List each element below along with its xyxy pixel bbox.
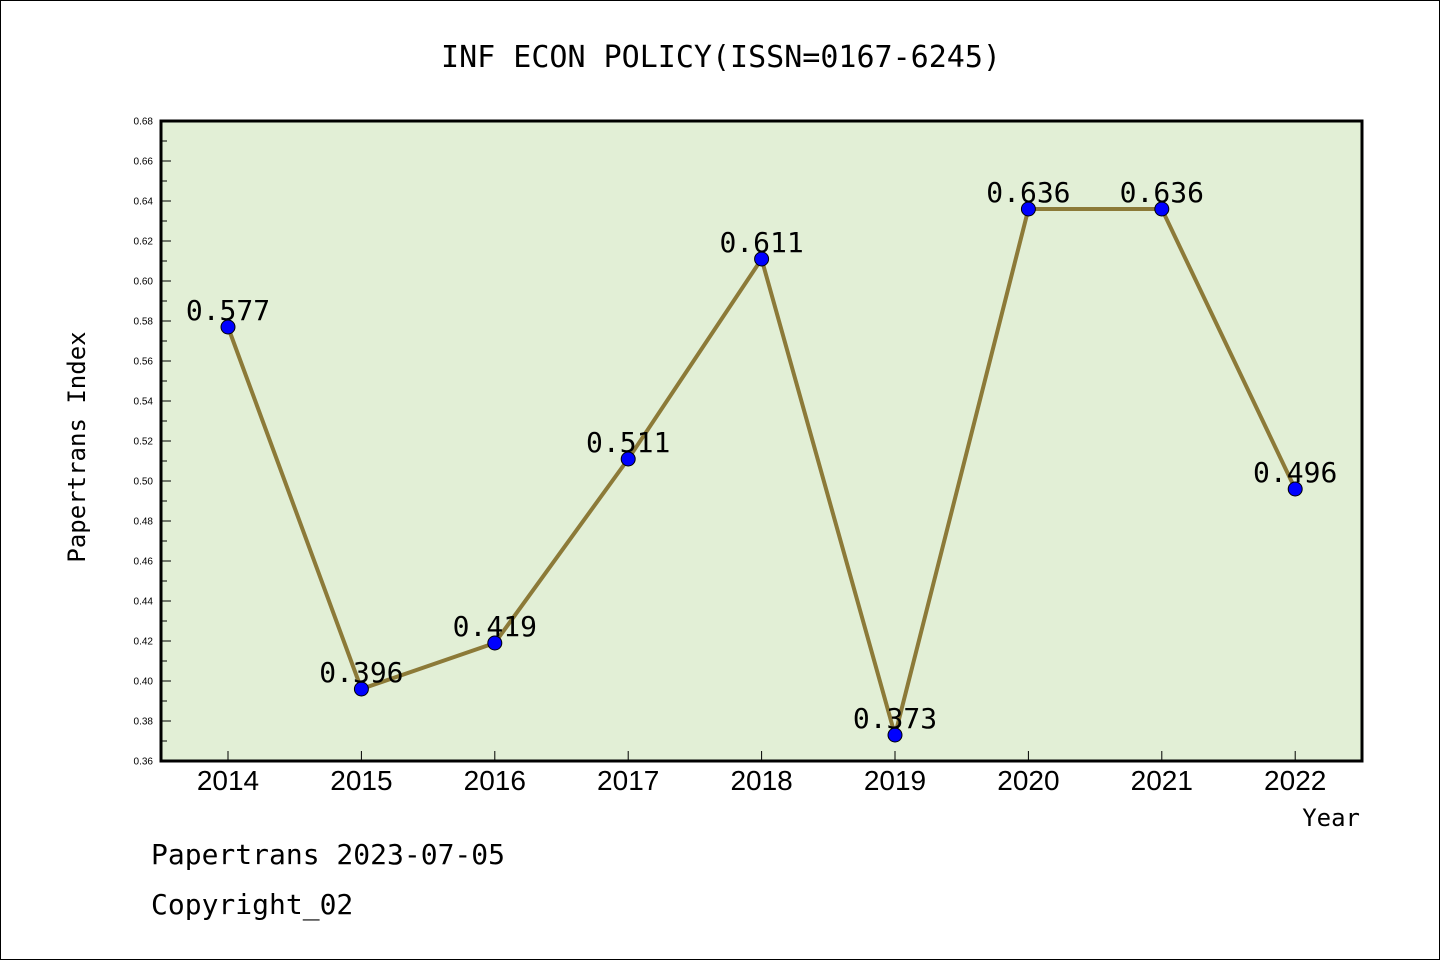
x-axis-title: Year (1302, 804, 1360, 832)
y-tick-label: 0.36 (134, 757, 154, 768)
y-tick-label: 0.54 (134, 397, 154, 408)
data-label: 0.419 (453, 610, 537, 643)
x-tick-label: 2017 (597, 765, 659, 796)
y-tick-label: 0.52 (134, 437, 154, 448)
data-point (887, 727, 903, 743)
x-tick-label: 2019 (864, 765, 926, 796)
y-tick-label: 0.42 (134, 637, 154, 648)
y-tick-label: 0.46 (134, 557, 154, 568)
y-tick-label: 0.56 (134, 357, 154, 368)
data-label: 0.636 (1120, 176, 1204, 209)
x-tick-label: 2020 (997, 765, 1059, 796)
data-label: 0.636 (986, 176, 1070, 209)
data-label: 0.511 (586, 426, 670, 459)
plot-area (161, 121, 1362, 761)
footer-date: Papertrans 2023-07-05 (151, 838, 505, 871)
footer-copyright: Copyright_02 (151, 888, 353, 922)
x-tick-label: 2015 (330, 765, 392, 796)
x-tick-label: 2021 (1131, 765, 1193, 796)
y-tick-label: 0.62 (134, 237, 154, 248)
y-tick-label: 0.68 (134, 117, 154, 128)
data-series: 0.577 0.396 0.419 0.511 0.611 0.373 0.636 0.636… (186, 176, 1337, 743)
x-tick-label: 2016 (464, 765, 526, 796)
data-point (353, 681, 369, 697)
y-tick-label: 0.48 (134, 517, 154, 528)
x-tick-label: 2018 (730, 765, 792, 796)
y-axis: 0.36 0.38 0.40 0.42 0.44 0.46 0.48 0.50 0.52 0.54… (134, 117, 171, 768)
y-tick-label: 0.44 (134, 597, 154, 608)
y-axis-title: Papertrans Index (63, 331, 91, 562)
y-tick-label: 0.58 (134, 317, 154, 328)
data-point (754, 251, 770, 267)
data-label: 0.373 (853, 702, 937, 735)
y-tick-label: 0.60 (134, 277, 154, 288)
data-label: 0.577 (186, 294, 270, 327)
chart-title: INF ECON POLICY(ISSN=0167-6245) (441, 40, 1001, 75)
data-point (487, 635, 503, 651)
y-tick-label: 0.38 (134, 717, 154, 728)
y-tick-label: 0.66 (134, 157, 154, 168)
data-label: 0.496 (1253, 456, 1337, 489)
data-point (220, 319, 236, 335)
data-point (1287, 481, 1303, 497)
data-label: 0.396 (319, 656, 403, 689)
y-tick-label: 0.50 (134, 477, 154, 488)
data-point (620, 451, 636, 467)
y-tick-label: 0.64 (134, 197, 154, 208)
data-point (1020, 201, 1036, 217)
plot-border (159, 119, 1364, 763)
x-tick-label: 2022 (1264, 765, 1326, 796)
y-tick-label: 0.40 (134, 677, 154, 688)
x-tick-label: 2014 (197, 765, 259, 796)
data-point (1154, 201, 1170, 217)
data-label: 0.611 (719, 226, 803, 259)
x-axis: 2014 2015 2016 2017 2018 2019 2020 2021 2022 (197, 751, 1326, 796)
